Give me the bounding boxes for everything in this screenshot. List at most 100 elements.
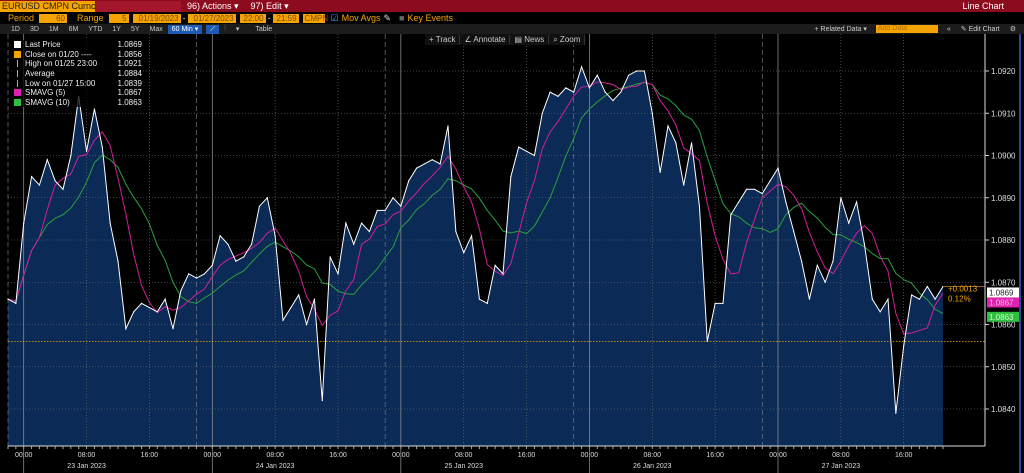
legend-item[interactable]: Close on 01/20 ---- 1.0856: [14, 50, 142, 60]
actions-menu[interactable]: 96) Actions ▾: [187, 0, 239, 11]
legend-swatch: [17, 79, 21, 87]
x-tick-label: 16:00: [895, 452, 913, 459]
sma10-line: [7, 81, 944, 314]
timeframe-1y[interactable]: 1Y: [112, 25, 121, 33]
legend-item[interactable]: High on 01/25 23:00 1.0921: [14, 59, 142, 69]
news-button[interactable]: ▤ News: [510, 35, 550, 44]
change-abs: +0.0013: [948, 284, 978, 293]
price-point: [580, 66, 583, 68]
end-date-field[interactable]: 01/27/2023: [187, 13, 236, 23]
x-tick-label: 08:00: [266, 452, 284, 459]
table-button[interactable]: Table: [255, 25, 273, 33]
legend-item[interactable]: SMAVG (5) 1.0867: [14, 88, 142, 98]
end-time-field[interactable]: 21:59: [272, 13, 299, 23]
legend-swatch: [17, 60, 21, 68]
price-point: [675, 142, 677, 144]
price-point: [667, 125, 669, 127]
timeframe-max[interactable]: Max: [149, 25, 163, 33]
legend-item[interactable]: SMAVG (10) 1.0863: [14, 98, 142, 108]
time-dash: -: [267, 13, 271, 23]
chart-toolbar: + Track ∠ Annotate ▤ News ⌕ Zoom: [425, 34, 586, 45]
price-point: [282, 319, 284, 321]
price-point: [588, 87, 591, 89]
security-field[interactable]: EURUSD CMPN Curncy: [0, 0, 95, 12]
bar-chart-icon[interactable]: ⫶: [224, 25, 226, 32]
line-chart-icon[interactable]: ⟋: [206, 24, 220, 34]
price-point: [863, 243, 866, 245]
add-data-input[interactable]: Add Data: [875, 25, 938, 33]
zoom-button[interactable]: ⌕ Zoom: [549, 34, 586, 45]
price-point: [313, 298, 316, 300]
price-point: [596, 74, 598, 76]
price-point: [722, 302, 724, 304]
title-bar: EURUSD CMPN Curncy 96) Actions ▾ 97) Edi…: [0, 0, 1024, 12]
price-point: [730, 214, 732, 216]
x-tick-label: 00:00: [769, 452, 787, 459]
annotate-button[interactable]: ∠ Annotate: [460, 35, 511, 44]
price-point: [384, 209, 386, 212]
source-field[interactable]: CMPN: [302, 13, 329, 23]
price-point: [250, 243, 253, 245]
timeframe-6m[interactable]: 6M: [68, 25, 79, 33]
x-tick-label: 16:00: [518, 452, 536, 459]
pencil-icon[interactable]: ✎: [383, 12, 392, 23]
chart-type-dropdown-icon[interactable]: ▾: [235, 26, 240, 33]
price-point: [439, 163, 441, 165]
interval-dropdown[interactable]: 60 Min ▾: [167, 24, 203, 34]
price-point: [235, 260, 237, 262]
mov-avgs-label: Mov Avgs: [341, 13, 381, 23]
y-tick-label: 1.0870: [991, 278, 1016, 287]
price-point: [651, 112, 653, 114]
last-price-tag: 1.0869: [989, 288, 1014, 297]
x-tick-label: 00:00: [392, 452, 410, 459]
track-button[interactable]: + Track: [425, 35, 461, 44]
price-point: [706, 340, 708, 342]
legend-value: 1.0867: [117, 88, 142, 98]
timeframe-5y[interactable]: 5Y: [130, 25, 140, 33]
price-point: [148, 307, 151, 309]
mov-avgs-checkbox[interactable]: ☑: [330, 12, 339, 23]
price-point: [392, 197, 394, 199]
timeframe-1m[interactable]: 1M: [48, 25, 59, 33]
timeframe-3d[interactable]: 3D: [29, 25, 39, 33]
price-point: [659, 171, 661, 173]
y-tick-label: 1.0920: [991, 67, 1016, 76]
price-point: [895, 412, 897, 414]
price-point: [133, 311, 135, 313]
sma5-tag-bg: [987, 297, 1019, 308]
price-point: [926, 285, 928, 288]
timeframe-bar: 1D 3D 1M 6M YTD 1Y 5Y Max 60 Min ▾ ⟋ ⫶ ▾…: [0, 24, 1024, 34]
related-data-menu[interactable]: + Related Data ▾: [814, 26, 867, 33]
legend-item[interactable]: Low on 01/27 15:00 1.0839: [14, 78, 142, 88]
start-time-field[interactable]: 22:00: [239, 13, 266, 23]
edit-menu[interactable]: 97) Edit ▾: [250, 0, 289, 11]
price-point: [258, 205, 261, 207]
price-point: [345, 222, 347, 224]
price-point: [502, 273, 504, 275]
period-field[interactable]: 60: [39, 13, 68, 23]
price-point: [683, 184, 685, 186]
legend-item[interactable]: Average 1.0884: [14, 69, 142, 79]
legend-label: Last Price: [25, 40, 61, 50]
timeframe-ytd[interactable]: YTD: [88, 25, 103, 33]
legend-label: High on 01/25 23:00: [25, 59, 98, 69]
timeframe-1d[interactable]: 1D: [11, 25, 20, 33]
legend-item[interactable]: Last Price 1.0869: [14, 40, 142, 50]
price-point: [518, 146, 520, 148]
chart-legend: Last Price 1.0869 Close on 01/20 ---- 1.085…: [14, 40, 142, 108]
legend-label: Close on 01/20 ----: [25, 49, 92, 59]
key-events-checkbox[interactable]: ■: [399, 13, 405, 23]
range-field[interactable]: 5: [108, 13, 129, 23]
start-date-field[interactable]: 01/19/2023: [132, 13, 181, 23]
price-point: [777, 167, 779, 169]
security-description-field: [96, 0, 181, 12]
price-point: [533, 154, 536, 157]
x-tick-label: 08:00: [78, 452, 96, 459]
collapse-icon[interactable]: «: [946, 25, 951, 33]
gear-icon[interactable]: ⚙: [1009, 26, 1016, 33]
price-point: [832, 260, 834, 262]
price-point: [266, 197, 268, 199]
x-tick-label: 08:00: [832, 452, 850, 459]
edit-chart-button[interactable]: ✎ Edit Chart: [960, 26, 1000, 33]
